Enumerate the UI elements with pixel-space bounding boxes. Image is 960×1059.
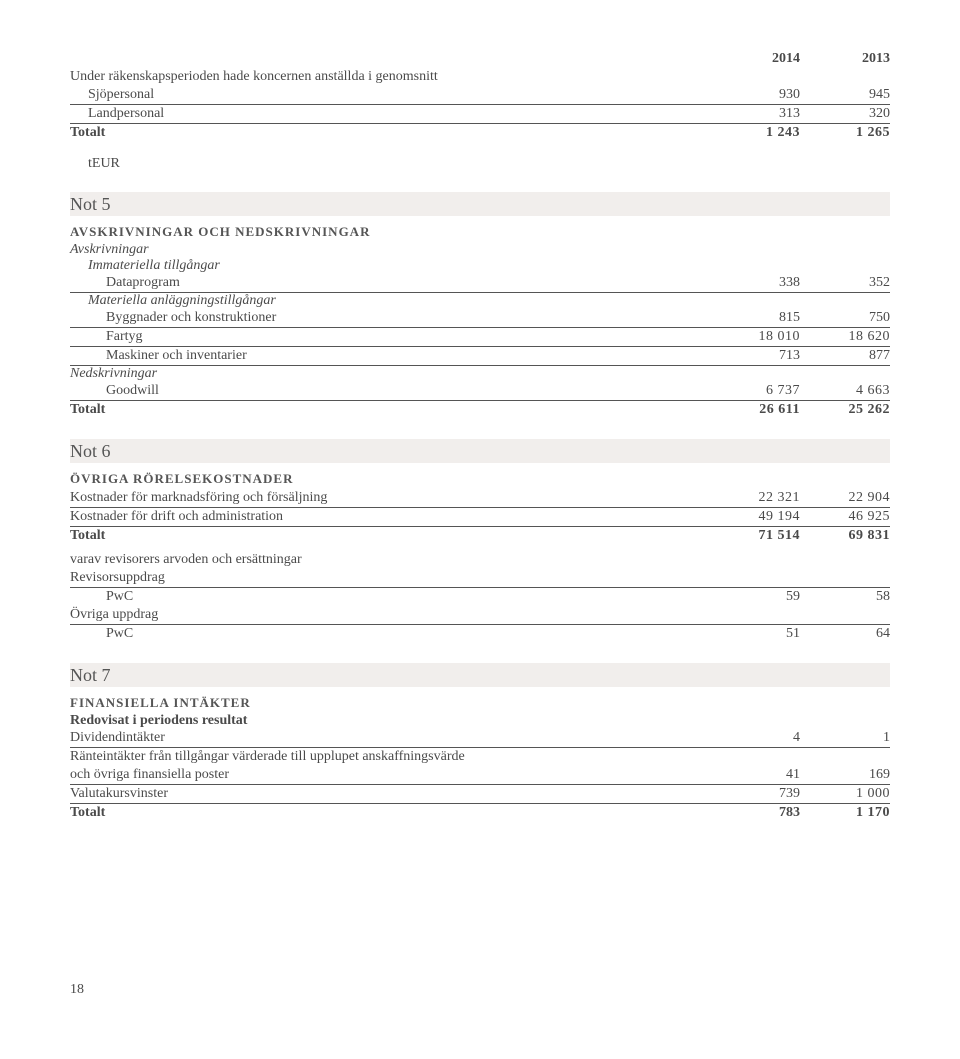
table-row: Byggnader och konstruktioner 815 750 [70,309,890,328]
note7-heading: Not 7 [70,663,890,687]
year-header: 2014 2013 [70,50,890,68]
note6-heading: Not 6 [70,439,890,463]
note5-title: AVSKRIVNINGAR OCH NEDSKRIVNINGAR [70,224,890,240]
table-row: Kostnader för drift och administration 4… [70,508,890,527]
table-row: Maskiner och inventarier 713 877 [70,347,890,366]
table-row: Kostnader för marknadsföring och försälj… [70,489,890,508]
table-row: Sjöpersonal 930 945 [70,86,890,105]
total-row: Totalt 26 611 25 262 [70,401,890,419]
year-2014: 2014 [710,51,800,67]
multi-line-b: och övriga finansiella poster 41 169 [70,766,890,785]
total-row: Totalt 71 514 69 831 [70,527,890,545]
intro-title: Under räkenskapsperioden hade koncernen … [70,69,710,85]
note5-sub1: Avskrivningar [70,242,890,258]
table-row: Dataprogram 338 352 [70,274,890,293]
note5-heading: Not 5 [70,192,890,216]
total-row: Totalt 783 1 170 [70,804,890,822]
table-row: Goodwill 6 737 4 663 [70,382,890,401]
table-row: Landpersonal 313 320 [70,105,890,124]
multi-line-a: Ränteintäkter från tillgångar värderade … [70,748,890,766]
table-row: Dividendintäkter 4 1 [70,729,890,748]
year-2013: 2013 [800,51,890,67]
table-row: Valutakursvinster 739 1 000 [70,785,890,804]
total-row: Totalt 1 243 1 265 [70,124,890,142]
note7-title: FINANSIELLA INTÄKTER [70,695,890,711]
page-number: 18 [70,982,890,998]
varav-row: varav revisorers arvoden och ersättninga… [70,551,890,569]
teur-label: tEUR [70,156,890,172]
revisor-row: Revisorsuppdrag [70,569,890,588]
table-row: PwC 59 58 [70,588,890,606]
note6-title: ÖVRIGA RÖRELSEKOSTNADER [70,471,890,487]
note5-sub1b: Materiella anläggningstillgångar [70,293,890,309]
table-row: PwC 51 64 [70,625,890,643]
note7-sub: Redovisat i periodens resultat [70,713,890,729]
intro-title-row: Under räkenskapsperioden hade koncernen … [70,68,890,86]
table-row: Fartyg 18 010 18 620 [70,328,890,347]
note5-sub1a: Immateriella tillgångar [70,258,890,274]
note5-sub2: Nedskrivningar [70,366,890,382]
ovriga-row: Övriga uppdrag [70,606,890,625]
